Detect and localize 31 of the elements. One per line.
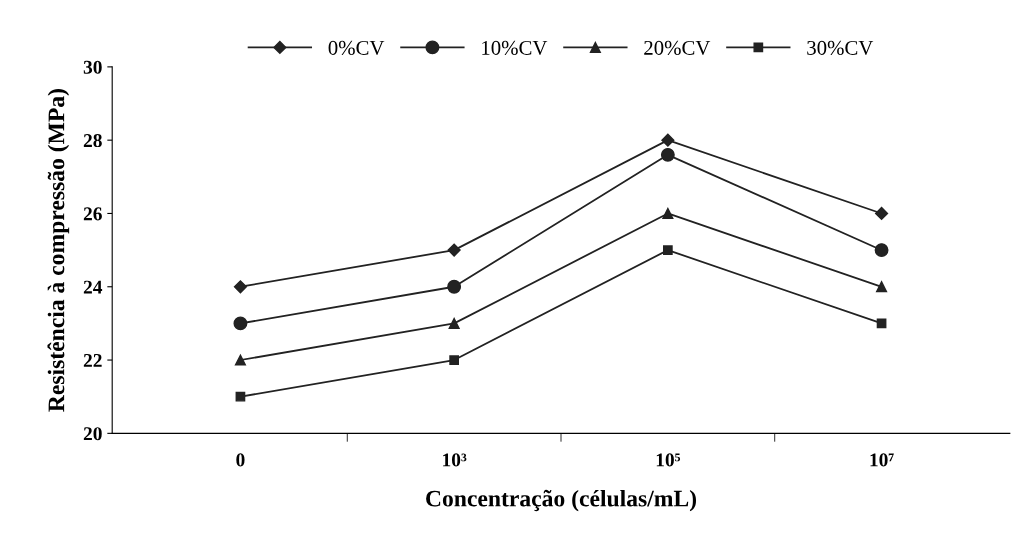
y-axis-title: Resistência à compressão (MPa) xyxy=(47,89,70,412)
point xyxy=(233,280,248,294)
x-tick-label: 10³ xyxy=(443,453,467,467)
x-tick-label: 0 xyxy=(236,453,245,467)
point xyxy=(662,207,674,220)
point xyxy=(234,354,246,366)
x-tick-label: 10⁷ xyxy=(870,453,894,467)
y-tick-label: 28 xyxy=(83,133,102,148)
legend-label: 0%CV xyxy=(328,40,385,55)
y-tick-label: 20 xyxy=(83,427,102,441)
y-tick-label: 30 xyxy=(83,60,102,74)
point xyxy=(447,279,462,294)
point xyxy=(660,147,675,162)
x-tick-label: 10⁵ xyxy=(656,453,681,467)
point xyxy=(233,316,248,331)
point xyxy=(874,206,889,221)
y-tick-label: 22 xyxy=(83,353,102,367)
point xyxy=(448,317,460,329)
point xyxy=(662,245,673,255)
legend-label: 20%CV xyxy=(644,40,711,55)
legend-label: 10%CV xyxy=(482,40,548,55)
x-axis-title: Concentração (células/mL) xyxy=(426,489,697,512)
point xyxy=(235,391,246,402)
y-tick-label: 26 xyxy=(83,207,102,221)
point xyxy=(447,243,461,257)
point xyxy=(449,355,460,365)
point xyxy=(661,133,675,147)
legend-label: 30%CV xyxy=(807,40,874,55)
point xyxy=(874,243,889,258)
y-tick-label: 24 xyxy=(83,280,103,294)
point xyxy=(876,281,888,293)
